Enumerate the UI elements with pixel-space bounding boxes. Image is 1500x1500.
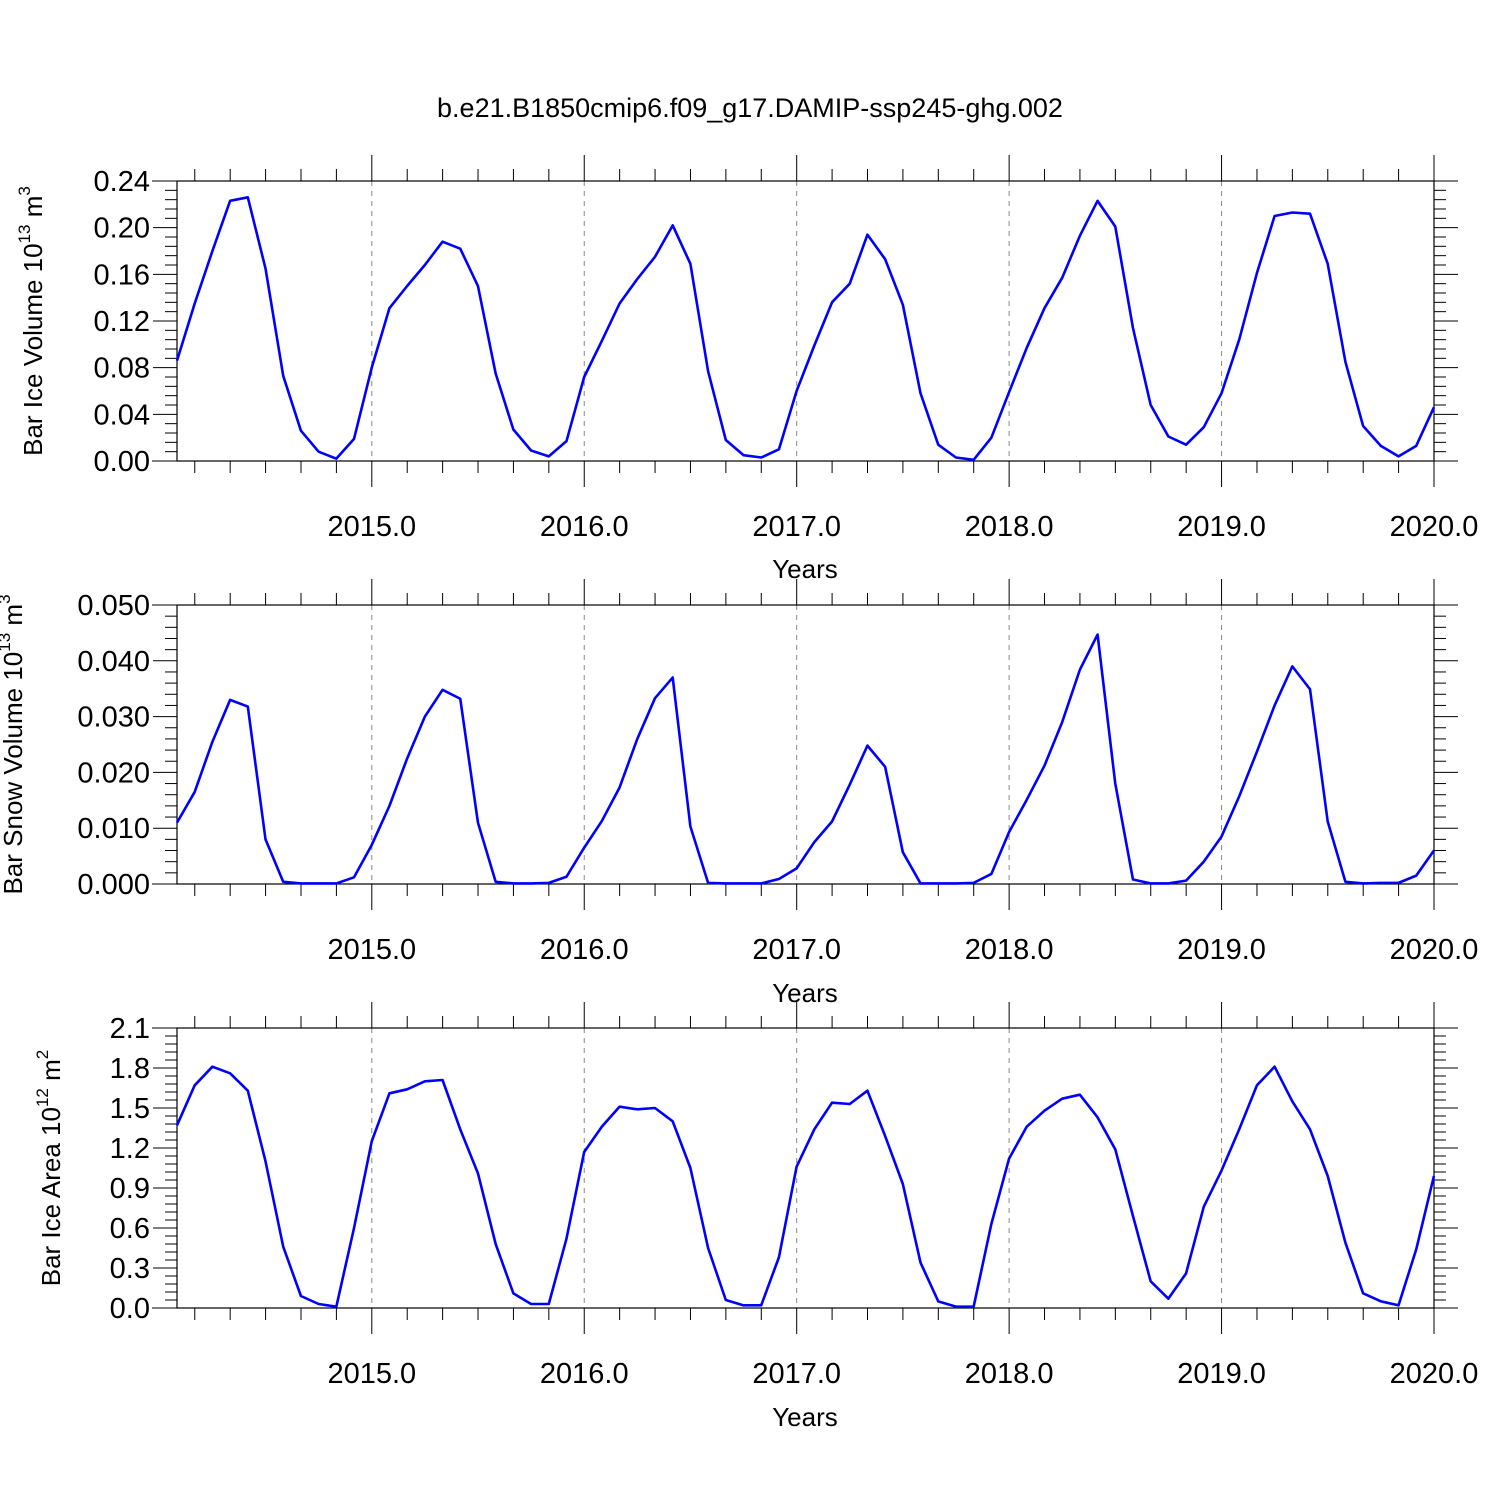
y-tick-label: 0.24 <box>94 166 150 198</box>
y-tick-label: 1.5 <box>110 1093 150 1125</box>
x-axis-label: Years <box>772 978 838 1008</box>
y-tick-label: 0.040 <box>77 646 150 678</box>
x-tick-label: 2016.0 <box>540 511 629 543</box>
x-tick-label: 2015.0 <box>327 511 416 543</box>
y-tick-label: 2.1 <box>110 1013 150 1045</box>
chart-panels: 2015.0 2016.0 2017.0 2018.0 2019.0 2020.00.00… <box>0 155 1478 1432</box>
y-tick-label: 0.3 <box>110 1253 150 1285</box>
x-tick-label: 2019.0 <box>1177 511 1266 543</box>
chart-panel-3: 2015.0 2016.0 2017.0 2018.0 2019.0 2020.0 0.0 0… <box>33 1002 1478 1432</box>
x-tick-label: 2015.0 <box>327 934 416 966</box>
chart-panel-2: 2015.0 2016.0 2017.0 2018.0 2019.0 2020.0 0.00… <box>0 579 1478 1008</box>
y-tick-label: 0.04 <box>94 399 150 431</box>
x-tick-label: 2017.0 <box>752 934 841 966</box>
y-tick-label: 0.0 <box>110 1293 150 1325</box>
y-tick-label: 0.9 <box>110 1173 150 1205</box>
series-line <box>175 1065 1436 1308</box>
y-axis-label: Bar Ice Area 1012 m2 <box>33 1050 66 1287</box>
series-line <box>175 196 1436 462</box>
y-tick-label: 0.12 <box>94 306 150 338</box>
x-tick-label: 2020.0 <box>1390 1358 1479 1390</box>
y-tick-label: 0.010 <box>77 813 150 845</box>
x-tick-label: 2017.0 <box>752 1358 841 1390</box>
y-tick-label: 0.050 <box>77 590 150 622</box>
y-axis-label: Bar Snow Volume 1013 m3 <box>0 594 28 894</box>
y-tick-label: 0.20 <box>94 213 150 245</box>
figure-title: b.e21.B1850cmip6.f09_g17.DAMIP-ssp245-gh… <box>437 93 1063 123</box>
y-tick-label: 0.030 <box>77 702 150 734</box>
x-tick-label: 2017.0 <box>752 511 841 543</box>
y-tick-label: 0.08 <box>94 353 150 385</box>
x-tick-label: 2018.0 <box>965 511 1054 543</box>
y-tick-label: 0.6 <box>110 1213 150 1245</box>
x-tick-label: 2016.0 <box>540 1358 629 1390</box>
x-tick-label: 2019.0 <box>1177 934 1266 966</box>
y-tick-label: 0.00 <box>94 446 150 478</box>
x-tick-label: 2015.0 <box>327 1358 416 1390</box>
y-axis-label: Bar Ice Volume 1013 m3 <box>15 186 48 456</box>
y-tick-label: 0.16 <box>94 259 150 291</box>
x-axis-label: Years <box>772 554 838 584</box>
x-axis-label: Years <box>772 1402 838 1432</box>
y-tick-label: 0.020 <box>77 757 150 789</box>
x-tick-label: 2020.0 <box>1390 511 1479 543</box>
y-tick-label: 1.2 <box>110 1133 150 1165</box>
x-tick-label: 2018.0 <box>965 934 1054 966</box>
x-tick-label: 2018.0 <box>965 1358 1054 1390</box>
x-tick-label: 2016.0 <box>540 934 629 966</box>
x-tick-label: 2019.0 <box>1177 1358 1266 1390</box>
x-tick-label: 2020.0 <box>1390 934 1479 966</box>
chart-panel-1: 2015.0 2016.0 2017.0 2018.0 2019.0 2020.0 0.00… <box>15 155 1478 584</box>
y-tick-label: 1.8 <box>110 1053 150 1085</box>
y-tick-label: 0.000 <box>77 869 150 901</box>
series-line <box>175 633 1435 885</box>
plot-frame <box>176 604 1435 885</box>
